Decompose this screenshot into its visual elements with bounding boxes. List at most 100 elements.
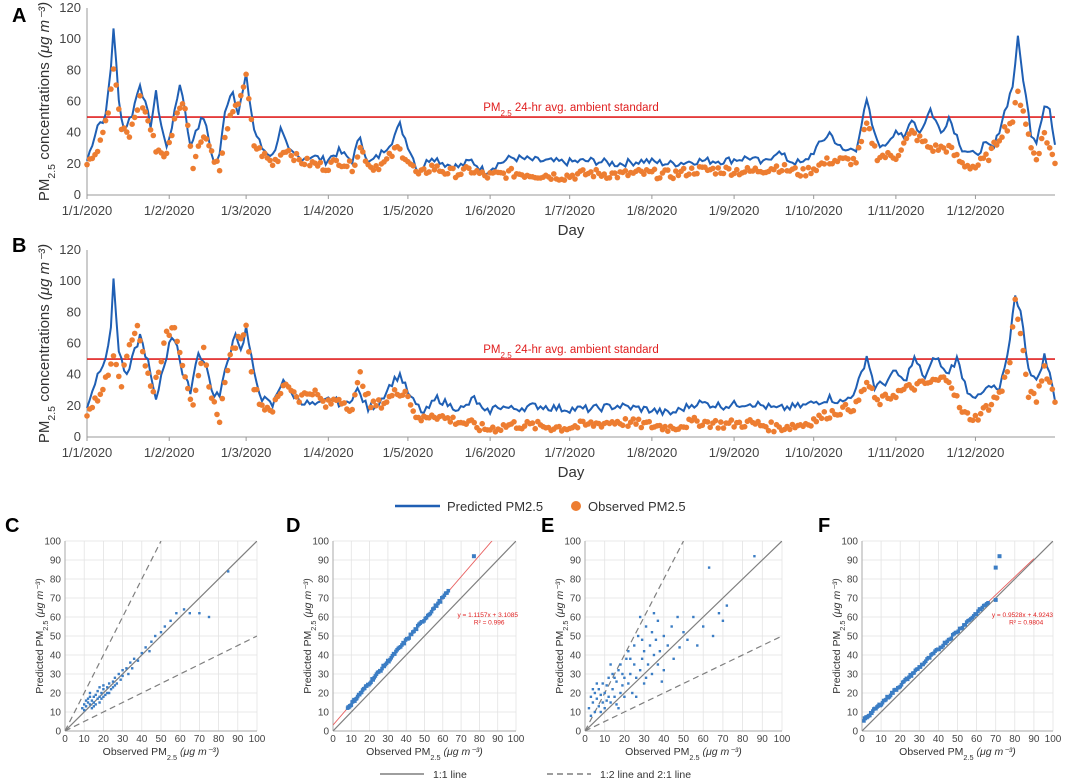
y-tick-label: 40 [847,651,859,662]
observed-point [826,415,833,421]
observed-point [296,399,303,405]
observed-point [964,410,971,416]
ambient-standard-label-part: 2.5 [501,109,513,118]
y-axis-label-part: Predicted PM [302,631,314,694]
observed-point [198,139,204,145]
observed-point [657,175,663,181]
scatter-point [86,697,90,700]
observed-point [556,423,562,430]
scatter-point [96,689,99,693]
qq-point [400,643,404,647]
x-tick-label: 100 [1045,734,1062,745]
scatter-point [648,644,652,647]
observed-point [134,322,141,329]
qq-point [869,711,874,716]
observed-point [675,172,682,179]
observed-point [291,157,297,164]
observed-point [1004,369,1011,375]
y-tick-label: 50 [570,632,582,643]
scatter-point [682,631,685,634]
y-tick-label: 70 [570,594,582,605]
observed-point [137,337,143,344]
scatter-point [148,650,151,653]
observed-point [619,422,626,429]
observed-point [126,134,133,140]
observed-point [232,345,239,352]
observed-point [779,167,785,174]
observed-point [317,159,324,166]
x-tick-label: 50 [155,734,167,745]
observed-point [108,86,114,92]
one-to-one-line [862,541,1053,731]
observed-point [325,167,332,174]
observed-point [755,418,761,425]
scatter-point [125,667,128,670]
y-axis-label-part: 2.5 [838,620,847,630]
observed-point [813,418,820,425]
qq-point [907,675,911,680]
scatter-point [607,676,610,679]
observed-point [895,152,902,159]
scatter-point [670,625,673,628]
observed-point [179,101,186,107]
observed-point [365,390,371,397]
observed-point [850,155,857,162]
scatter-point [131,667,134,670]
x-axis-label: Observed PM2.5 (μg m⁻³) [103,746,220,762]
observed-point [948,144,955,151]
y-tick-label: 0 [55,727,61,738]
observed-point [113,361,119,368]
observed-point [137,93,143,99]
observed-point [911,387,918,393]
observed-point [1046,379,1053,385]
scatter-point [100,697,103,700]
observed-point [373,402,379,409]
y-axis-label-part: 2.5 [46,406,58,421]
observed-point [818,415,825,422]
observed-point [293,150,300,157]
observed-point [155,369,162,376]
x-tick-label: 1/12/2020 [947,445,1005,460]
panel-letter: D [286,515,300,537]
scatter-point [613,676,616,679]
predicted-series-line [86,28,1056,177]
x-tick-label: 1/3/2020 [221,203,272,218]
observed-point [150,132,157,139]
y-tick-label: 0 [74,187,81,202]
two-to-one-line [585,541,685,731]
observed-point [612,170,618,176]
observed-point [370,167,377,173]
observed-point [1036,150,1042,157]
y-tick-label: 10 [847,708,859,719]
scatter-point [638,615,642,619]
scatter-point [625,657,628,660]
observed-point [1020,108,1026,114]
observed-point [124,353,130,360]
observed-point [726,166,732,172]
qq-point [422,619,426,623]
scatter-point [597,688,600,691]
y-tick-label: 20 [50,689,62,700]
observed-point [922,138,928,144]
observed-point [1036,383,1042,389]
y-tick-label: 30 [570,670,582,681]
observed-point [508,165,515,172]
observed-point [479,420,486,427]
qq-point [891,691,895,695]
y-tick-label: 0 [323,727,329,738]
regression-equation: y = 1.1157x + 3.1085 [457,612,518,619]
observed-point [580,167,586,173]
scatter-point [711,634,715,638]
observed-point [665,428,671,435]
y-tick-label: 40 [318,651,330,662]
x-tick-label: 60 [175,734,187,745]
observed-point [102,117,109,124]
observed-point [336,396,342,403]
observed-point [882,154,889,161]
scatter-point [678,646,681,649]
observed-point [426,169,432,175]
y-tick-label: 20 [318,689,330,700]
x-tick-label: 20 [98,734,110,745]
y-tick-label: 10 [50,708,62,719]
observed-point [285,147,292,154]
